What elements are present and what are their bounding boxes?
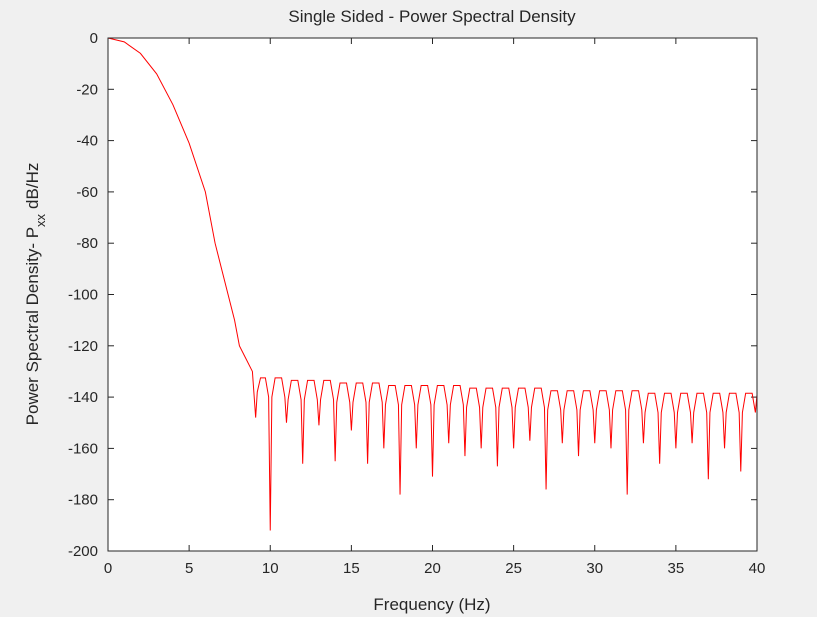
x-tick-label: 40: [749, 560, 766, 577]
x-tick-label: 20: [424, 560, 441, 577]
x-tick-label: 15: [343, 560, 360, 577]
y-tick-label: -200: [68, 543, 98, 560]
x-tick-label: 35: [668, 560, 685, 577]
y-tick-label: -120: [68, 338, 98, 355]
x-tick-label: 25: [505, 560, 522, 577]
y-tick-label: -180: [68, 492, 98, 509]
y-tick-label: -160: [68, 440, 98, 457]
y-tick-label: -80: [76, 235, 98, 252]
y-axis-label-sub: xx: [33, 213, 48, 227]
y-tick-label: 0: [90, 30, 98, 47]
y-axis-label: Power Spectral Density- Pxx dB/Hz: [23, 163, 48, 426]
y-axis-label-unit: dB/Hz: [23, 163, 42, 209]
x-tick-label: 0: [104, 560, 112, 577]
x-tick-label: 10: [262, 560, 279, 577]
y-tick-label: -140: [68, 389, 98, 406]
x-tick-label: 5: [185, 560, 193, 577]
axes-box: [107, 37, 758, 552]
chart-title: Single Sided - Power Spectral Density: [288, 7, 576, 26]
y-axis-label-main: Power Spectral Density- P: [23, 227, 42, 425]
x-axis-label: Frequency (Hz): [373, 595, 490, 614]
x-tick-label: 30: [586, 560, 603, 577]
data-line: [107, 37, 758, 531]
y-tick-label: -100: [68, 287, 98, 304]
y-tick-label: -40: [76, 133, 98, 150]
y-tick-label: -60: [76, 184, 98, 201]
y-tick-label: -20: [76, 81, 98, 98]
